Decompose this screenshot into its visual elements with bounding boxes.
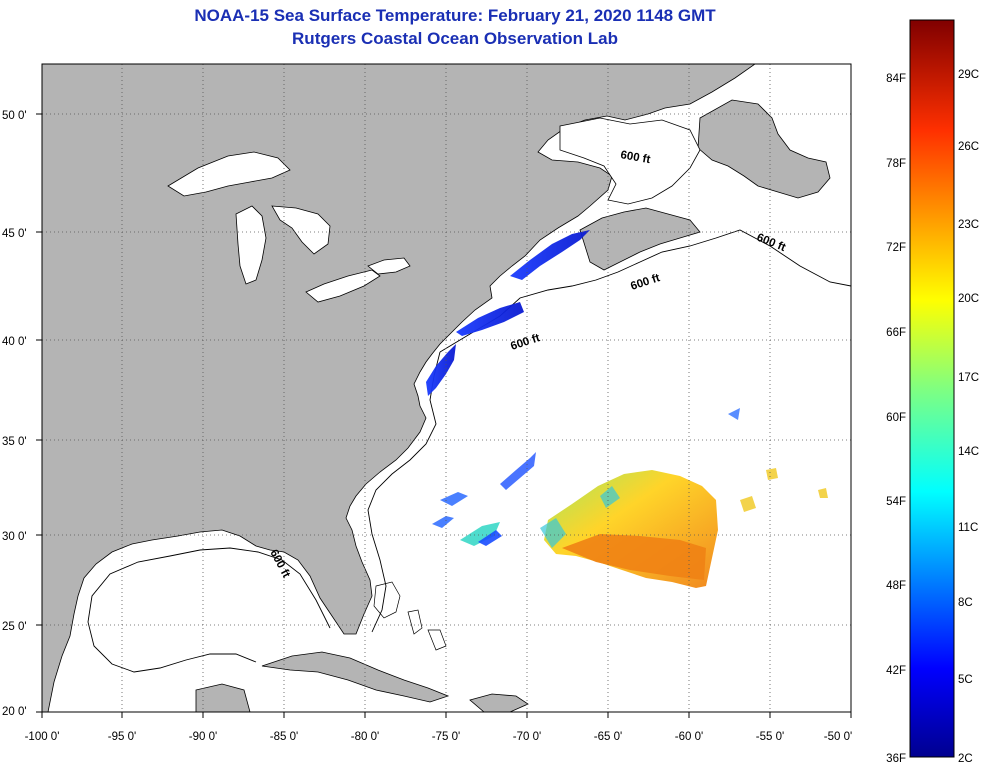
lon-label: -55 0': [756, 731, 784, 743]
lon-label: -95 0': [108, 731, 136, 743]
land-cuba: [261, 651, 450, 703]
sst-swath-maine: [510, 230, 590, 280]
lon-label: -85 0': [270, 731, 298, 743]
colorbar-f-label: 66F: [886, 327, 906, 339]
gulf-of-st-lawrence: [559, 117, 701, 205]
lat-label: 20 0': [2, 706, 27, 718]
lat-label: 45 0': [2, 228, 27, 240]
colorbar-c-label: 8C: [958, 597, 973, 609]
colorbar-c-label: 5C: [958, 674, 973, 686]
sst-swath-teal: [460, 522, 500, 546]
shelf-contour-600ft: [439, 229, 851, 353]
shelf-contour-600ft-south: [367, 351, 441, 633]
sst-swath-new-england: [456, 302, 524, 336]
lon-label: -100 0': [25, 731, 60, 743]
isobath-label: 600 ft: [619, 149, 651, 166]
lat-label: 50 0': [2, 110, 27, 122]
lake-michigan: [235, 205, 267, 285]
colorbar-f-label: 54F: [886, 496, 906, 508]
sst-swath-mid-atlantic: [426, 344, 456, 396]
graticule: [42, 64, 851, 712]
colorbar-f-label: 36F: [886, 753, 906, 765]
colorbar-c-label: 2C: [958, 753, 973, 765]
colorbar: [909, 19, 955, 758]
colorbar-f-label: 48F: [886, 580, 906, 592]
lake-ontario: [367, 257, 411, 275]
lat-label: 25 0': [2, 621, 27, 633]
colorbar-f-label: 72F: [886, 242, 906, 254]
sst-swath-offshore-blue-2: [432, 492, 468, 528]
land-nova-scotia: [579, 207, 701, 271]
frame-ticks: [36, 113, 852, 718]
lat-label: 35 0': [2, 436, 27, 448]
map-subtitle: Rutgers Coastal Ocean Observation Lab: [292, 29, 618, 48]
lon-label: -80 0': [351, 731, 379, 743]
colorbar-f-label: 78F: [886, 158, 906, 170]
colorbar-f-label: 84F: [886, 73, 906, 85]
lon-label: -90 0': [189, 731, 217, 743]
colorbar-c-label: 26C: [958, 141, 979, 153]
sst-swath-offshore-blue: [500, 452, 536, 490]
lon-label: -70 0': [513, 731, 541, 743]
lon-label: -50 0': [824, 731, 852, 743]
colorbar-f-label: 42F: [886, 665, 906, 677]
sst-sparse-east: [740, 468, 828, 512]
land-yucatan: [195, 683, 251, 712]
lon-label: -75 0': [432, 731, 460, 743]
colorbar-c-label: 17C: [958, 372, 979, 384]
lat-label: 30 0': [2, 531, 27, 543]
sst-orange-core: [562, 534, 706, 580]
lake-superior: [167, 151, 291, 197]
lake-huron: [271, 205, 331, 255]
colorbar-c-label: 20C: [958, 293, 979, 305]
lon-label: -65 0': [594, 731, 622, 743]
colorbar-c-label: 14C: [958, 446, 979, 458]
lake-erie: [305, 269, 381, 303]
map-title: NOAA-15 Sea Surface Temperature: Februar…: [194, 6, 716, 25]
sst-sparse-blue-east: [728, 408, 740, 420]
lat-label: 40 0': [2, 336, 27, 348]
colorbar-c-label: 23C: [958, 219, 979, 231]
colorbar-f-label: 60F: [886, 412, 906, 424]
colorbar-c-label: 29C: [958, 69, 979, 81]
shelf-contour-600ft-gulf: [87, 547, 331, 673]
lon-label: -60 0': [675, 731, 703, 743]
land-bahamas: [373, 581, 447, 651]
land-newfoundland: [697, 99, 831, 199]
colorbar-c-label: 11C: [958, 522, 978, 534]
land-hispaniola: [469, 693, 529, 712]
sst-swath-blue-small: [478, 530, 502, 546]
sst-cyan-edge: [540, 486, 620, 548]
